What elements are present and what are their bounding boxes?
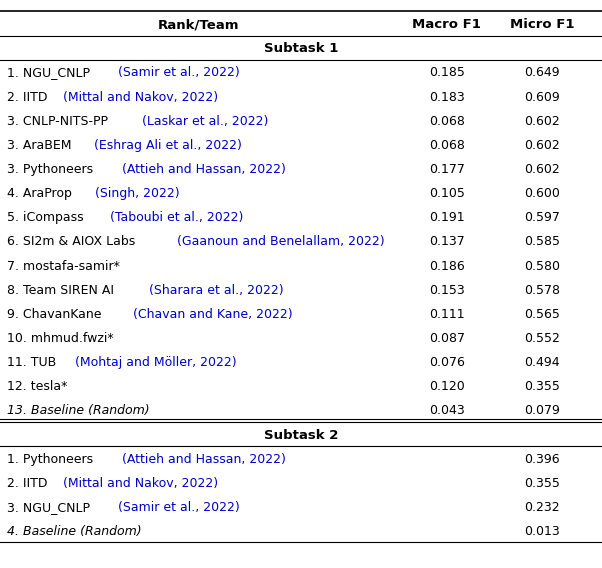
- Text: 13. Baseline (Random): 13. Baseline (Random): [7, 404, 150, 417]
- Text: (Mittal and Nakov, 2022): (Mittal and Nakov, 2022): [60, 90, 219, 103]
- Text: 4. Baseline (Random): 4. Baseline (Random): [7, 525, 142, 538]
- Text: 2. IITD: 2. IITD: [7, 90, 48, 103]
- Text: 3. CNLP-NITS-PP: 3. CNLP-NITS-PP: [7, 115, 108, 128]
- Text: 0.578: 0.578: [524, 283, 560, 296]
- Text: 0.013: 0.013: [524, 525, 560, 538]
- Text: 0.600: 0.600: [524, 187, 560, 200]
- Text: 0.191: 0.191: [429, 211, 465, 224]
- Text: 0.153: 0.153: [429, 283, 465, 296]
- Text: (Sharara et al., 2022): (Sharara et al., 2022): [145, 283, 284, 296]
- Text: 7. mostafa-samir*: 7. mostafa-samir*: [7, 260, 120, 273]
- Text: 2. IITD: 2. IITD: [7, 477, 48, 490]
- Text: 9. ChavanKane: 9. ChavanKane: [7, 308, 102, 321]
- Text: (Chavan and Kane, 2022): (Chavan and Kane, 2022): [129, 308, 293, 321]
- Text: 0.186: 0.186: [429, 260, 465, 273]
- Text: (Laskar et al., 2022): (Laskar et al., 2022): [137, 115, 268, 128]
- Text: (Singh, 2022): (Singh, 2022): [91, 187, 179, 200]
- Text: (Gaanoun and Benelallam, 2022): (Gaanoun and Benelallam, 2022): [173, 235, 384, 248]
- Text: (Mittal and Nakov, 2022): (Mittal and Nakov, 2022): [60, 477, 219, 490]
- Text: 3. Pythoneers: 3. Pythoneers: [7, 163, 93, 176]
- Text: 0.087: 0.087: [429, 332, 465, 345]
- Text: 11. TUB: 11. TUB: [7, 356, 57, 369]
- Text: 3. NGU_CNLP: 3. NGU_CNLP: [7, 501, 90, 514]
- Text: 0.609: 0.609: [524, 90, 560, 103]
- Text: (Eshrag Ali et al., 2022): (Eshrag Ali et al., 2022): [90, 139, 243, 152]
- Text: 0.602: 0.602: [524, 139, 560, 152]
- Text: 0.079: 0.079: [524, 404, 560, 417]
- Text: (Samir et al., 2022): (Samir et al., 2022): [114, 66, 240, 80]
- Text: 0.105: 0.105: [429, 187, 465, 200]
- Text: 0.602: 0.602: [524, 115, 560, 128]
- Text: (Taboubi et al., 2022): (Taboubi et al., 2022): [106, 211, 243, 224]
- Text: 0.597: 0.597: [524, 211, 560, 224]
- Text: 0.649: 0.649: [524, 66, 560, 80]
- Text: 0.232: 0.232: [524, 501, 560, 514]
- Text: 0.137: 0.137: [429, 235, 465, 248]
- Text: Subtask 2: Subtask 2: [264, 428, 338, 441]
- Text: 1. Pythoneers: 1. Pythoneers: [7, 453, 93, 466]
- Text: Rank/Team: Rank/Team: [158, 18, 240, 31]
- Text: 0.177: 0.177: [429, 163, 465, 176]
- Text: 0.602: 0.602: [524, 163, 560, 176]
- Text: 0.580: 0.580: [524, 260, 560, 273]
- Text: 0.076: 0.076: [429, 356, 465, 369]
- Text: 0.111: 0.111: [429, 308, 465, 321]
- Text: 1. NGU_CNLP: 1. NGU_CNLP: [7, 66, 90, 80]
- Text: 8. Team SIREN AI: 8. Team SIREN AI: [7, 283, 114, 296]
- Text: 3. AraBEM: 3. AraBEM: [7, 139, 72, 152]
- Text: 0.552: 0.552: [524, 332, 560, 345]
- Text: 0.494: 0.494: [524, 356, 560, 369]
- Text: (Mohtaj and Möller, 2022): (Mohtaj and Möller, 2022): [71, 356, 237, 369]
- Text: 0.396: 0.396: [524, 453, 560, 466]
- Text: 0.185: 0.185: [429, 66, 465, 80]
- Text: 0.355: 0.355: [524, 380, 560, 393]
- Text: 0.355: 0.355: [524, 477, 560, 490]
- Text: (Attieh and Hassan, 2022): (Attieh and Hassan, 2022): [119, 163, 286, 176]
- Text: 0.068: 0.068: [429, 139, 465, 152]
- Text: 12. tesla*: 12. tesla*: [7, 380, 67, 393]
- Text: 0.585: 0.585: [524, 235, 560, 248]
- Text: 6. SI2m & AIOX Labs: 6. SI2m & AIOX Labs: [7, 235, 135, 248]
- Text: 0.068: 0.068: [429, 115, 465, 128]
- Text: 0.120: 0.120: [429, 380, 465, 393]
- Text: Subtask 1: Subtask 1: [264, 42, 338, 55]
- Text: Macro F1: Macro F1: [412, 18, 481, 31]
- Text: 0.043: 0.043: [429, 404, 465, 417]
- Text: 0.183: 0.183: [429, 90, 465, 103]
- Text: 10. mhmud.fwzi*: 10. mhmud.fwzi*: [7, 332, 114, 345]
- Text: (Attieh and Hassan, 2022): (Attieh and Hassan, 2022): [119, 453, 286, 466]
- Text: 5. iCompass: 5. iCompass: [7, 211, 84, 224]
- Text: 4. AraProp: 4. AraProp: [7, 187, 72, 200]
- Text: (Samir et al., 2022): (Samir et al., 2022): [114, 501, 240, 514]
- Text: 0.565: 0.565: [524, 308, 560, 321]
- Text: Micro F1: Micro F1: [509, 18, 574, 31]
